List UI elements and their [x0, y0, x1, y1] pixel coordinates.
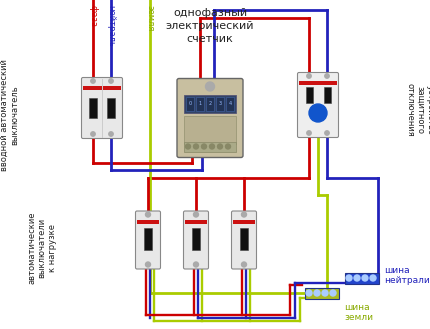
Circle shape	[330, 290, 336, 296]
Text: устройство
защитного
отключения: устройство защитного отключения	[405, 83, 430, 137]
FancyBboxPatch shape	[184, 211, 209, 269]
Bar	[305, 288, 339, 298]
Bar	[83, 86, 121, 90]
Text: вводной автоматический
выключатель: вводной автоматический выключатель	[0, 59, 20, 171]
Circle shape	[325, 131, 329, 135]
Bar	[323, 87, 331, 103]
Circle shape	[242, 262, 246, 267]
Circle shape	[354, 275, 360, 281]
Text: фаза: фаза	[89, 5, 98, 27]
Bar	[196, 96, 204, 111]
Text: земля: земля	[145, 5, 154, 31]
Bar	[226, 96, 234, 111]
Circle shape	[185, 144, 190, 149]
FancyBboxPatch shape	[135, 211, 160, 269]
Circle shape	[91, 132, 95, 136]
Circle shape	[194, 212, 199, 217]
Circle shape	[314, 290, 320, 296]
FancyBboxPatch shape	[298, 72, 338, 138]
Circle shape	[109, 132, 113, 136]
Text: 1: 1	[198, 101, 202, 106]
Text: однофазный
электрический
счетчик: однофазный электрический счетчик	[166, 8, 254, 44]
Bar	[144, 228, 152, 250]
Circle shape	[307, 74, 311, 78]
Circle shape	[362, 275, 368, 281]
Circle shape	[325, 74, 329, 78]
Bar	[185, 219, 207, 223]
Bar	[137, 219, 159, 223]
Bar	[206, 96, 214, 111]
Bar	[345, 272, 379, 284]
Text: 4: 4	[228, 101, 232, 106]
Bar	[184, 141, 236, 151]
Text: шина
земли: шина земли	[344, 303, 373, 322]
Circle shape	[346, 275, 352, 281]
Bar	[89, 98, 97, 118]
Text: 2: 2	[209, 101, 212, 106]
Text: нейтраль: нейтраль	[107, 5, 116, 47]
Circle shape	[194, 262, 199, 267]
Circle shape	[202, 144, 206, 149]
Circle shape	[307, 131, 311, 135]
Bar	[240, 228, 248, 250]
FancyBboxPatch shape	[82, 78, 123, 139]
Text: автоматические
выключатели
к нагрузке: автоматические выключатели к нагрузке	[27, 212, 57, 284]
Circle shape	[218, 144, 222, 149]
Circle shape	[145, 262, 150, 267]
Text: 0: 0	[188, 101, 191, 106]
Bar	[186, 96, 194, 111]
Circle shape	[206, 82, 215, 91]
Circle shape	[370, 275, 376, 281]
Circle shape	[306, 290, 312, 296]
Circle shape	[194, 144, 199, 149]
Bar	[216, 96, 224, 111]
FancyBboxPatch shape	[177, 79, 243, 158]
Circle shape	[109, 79, 113, 83]
Circle shape	[322, 290, 328, 296]
Text: шина
нейтрали: шина нейтрали	[384, 266, 430, 285]
FancyBboxPatch shape	[231, 211, 257, 269]
Bar	[184, 94, 236, 113]
Circle shape	[209, 144, 215, 149]
Bar	[107, 98, 115, 118]
Circle shape	[242, 212, 246, 217]
Circle shape	[225, 144, 230, 149]
Bar	[184, 115, 236, 143]
Bar	[192, 228, 200, 250]
Text: 3: 3	[218, 101, 221, 106]
Circle shape	[145, 212, 150, 217]
Bar	[305, 87, 313, 103]
Circle shape	[91, 79, 95, 83]
Circle shape	[309, 104, 327, 122]
Bar	[299, 81, 337, 85]
Bar	[233, 219, 255, 223]
